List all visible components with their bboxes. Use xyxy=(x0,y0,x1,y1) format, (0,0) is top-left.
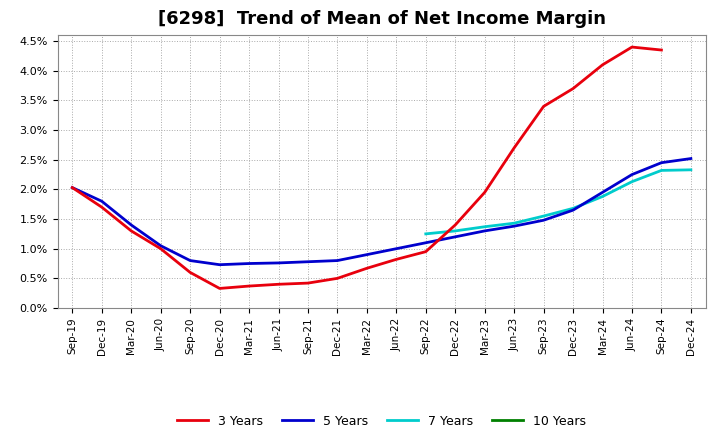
Title: [6298]  Trend of Mean of Net Income Margin: [6298] Trend of Mean of Net Income Margi… xyxy=(158,10,606,28)
Legend: 3 Years, 5 Years, 7 Years, 10 Years: 3 Years, 5 Years, 7 Years, 10 Years xyxy=(172,410,591,433)
